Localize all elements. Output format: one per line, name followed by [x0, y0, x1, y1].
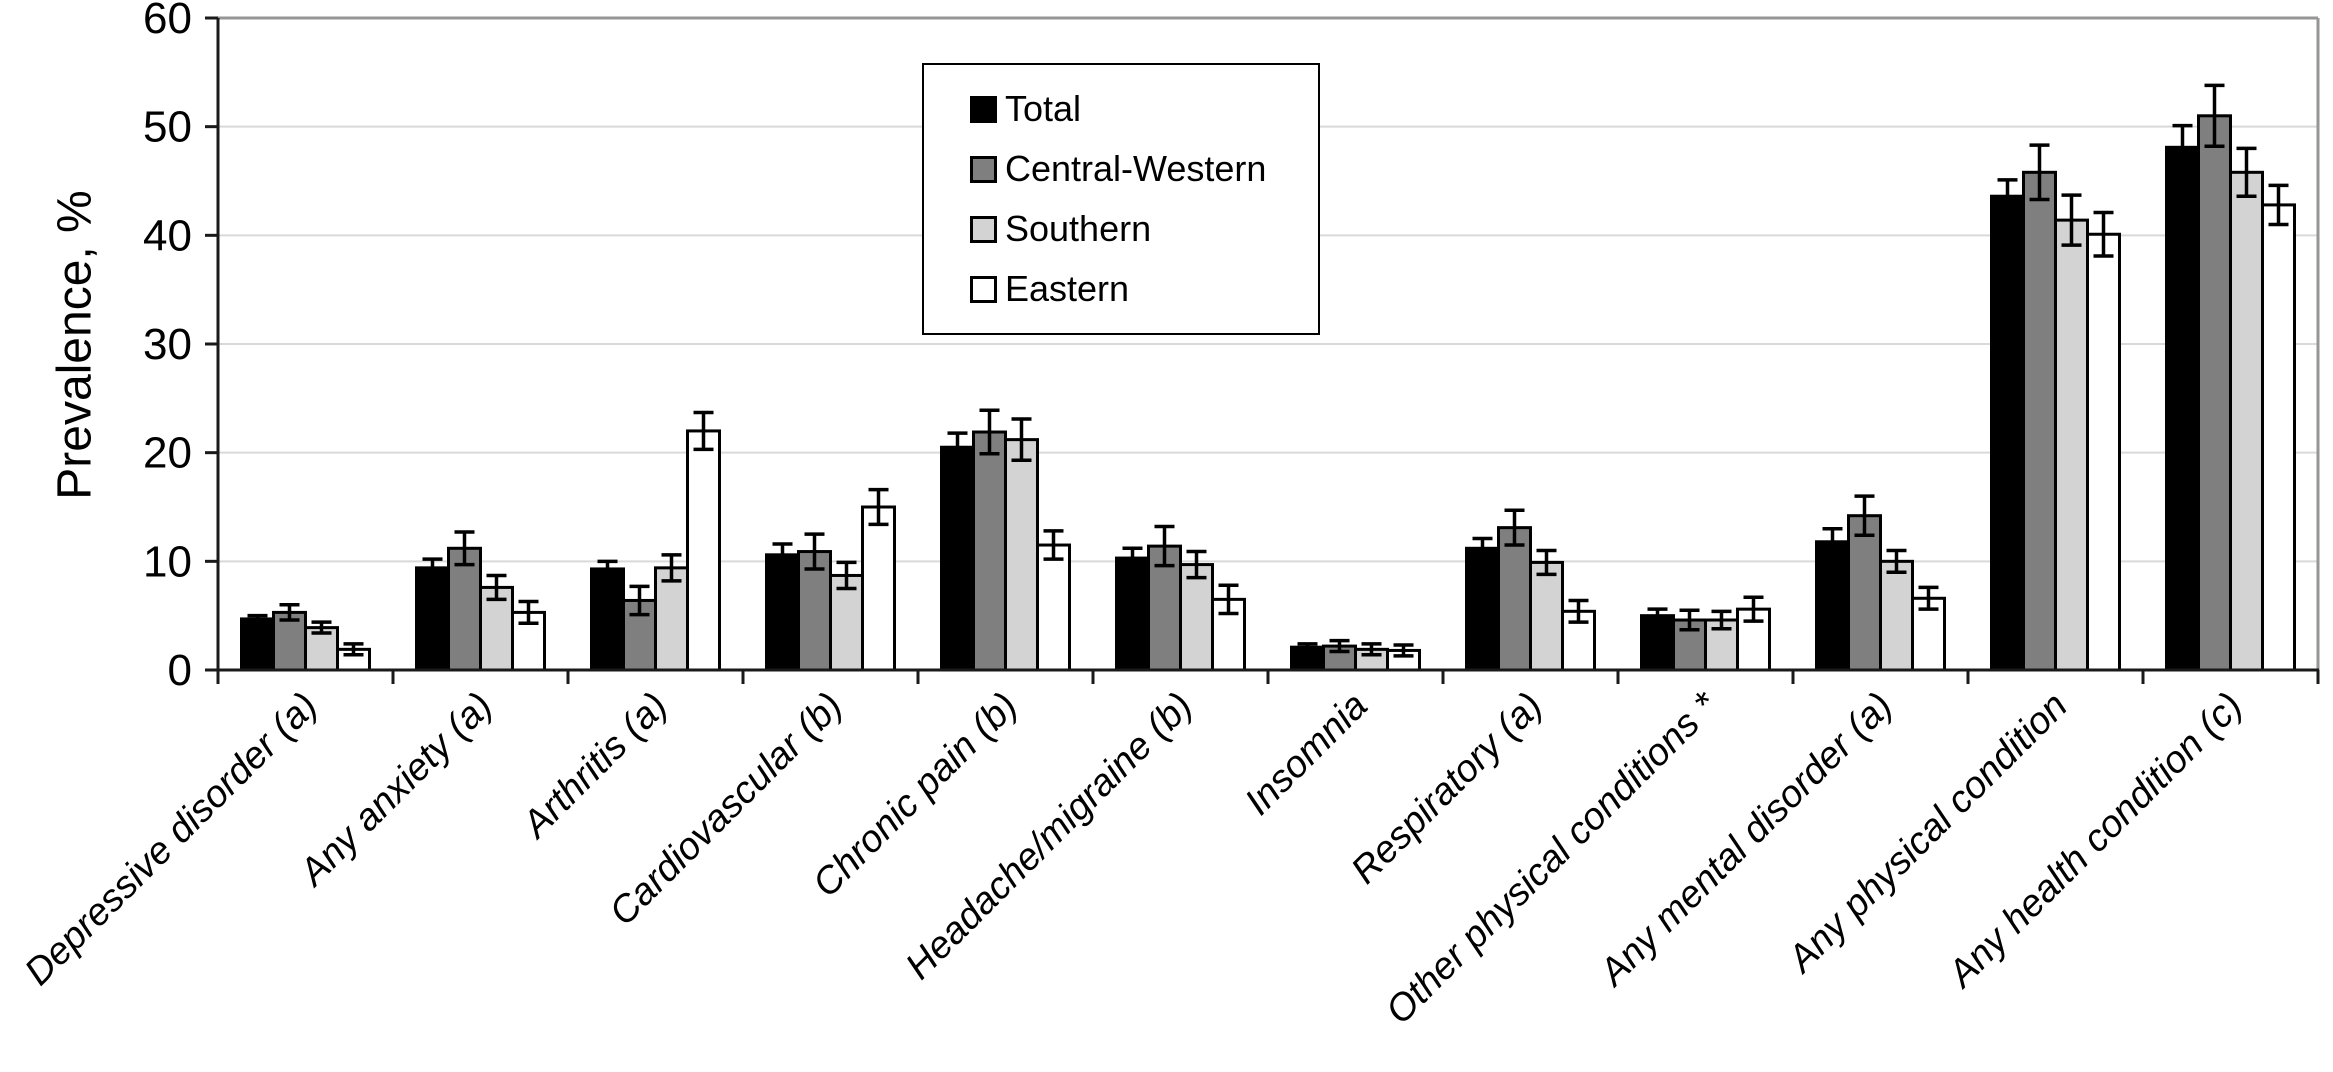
bar-eastern	[861, 505, 896, 672]
bar-total	[415, 566, 450, 672]
bar-total	[590, 567, 625, 672]
y-tick-label: 50	[143, 103, 192, 152]
bar-southern	[1179, 563, 1214, 672]
y-axis-title: Prevalence, %	[48, 190, 102, 500]
legend-item-southern: Southern	[970, 208, 1308, 250]
bar-southern	[2229, 170, 2264, 672]
legend-item-eastern: Eastern	[970, 268, 1308, 310]
bar-total	[1465, 546, 1500, 672]
bar-southern	[1879, 559, 1914, 672]
bar-central-western	[447, 546, 482, 672]
bar-total	[240, 617, 275, 672]
category-label: Arthritis (a)	[513, 685, 675, 847]
legend-swatch-southern	[970, 215, 997, 243]
category-label: Any mental disorder (a)	[1590, 685, 1900, 995]
bar-total	[1815, 540, 1850, 672]
bar-eastern	[2261, 203, 2296, 672]
bar-total	[1115, 556, 1150, 672]
bar-total	[2165, 145, 2200, 672]
legend-swatch-central-western	[970, 155, 997, 183]
legend-swatch-eastern	[970, 275, 997, 303]
bar-central-western	[1497, 526, 1532, 672]
bar-eastern	[1036, 543, 1071, 672]
y-tick-label: 30	[143, 320, 192, 369]
bar-total	[940, 445, 975, 672]
legend-label: Central-Western	[1005, 148, 1267, 189]
legend-item-total: Total	[970, 88, 1308, 130]
bar-southern	[654, 566, 689, 672]
bar-southern	[1529, 560, 1564, 672]
bar-central-western	[972, 430, 1007, 672]
category-label: Insomnia	[1237, 685, 1376, 824]
bar-eastern	[686, 429, 721, 672]
bar-central-western	[1847, 514, 1882, 672]
bar-southern	[479, 585, 514, 672]
bar-total	[765, 553, 800, 672]
legend-label: Eastern	[1005, 268, 1130, 309]
legend-label: Southern	[1005, 208, 1152, 249]
category-label: Any health condition (c)	[1939, 685, 2251, 997]
y-tick-label: 60	[143, 0, 192, 43]
y-tick-label: 0	[168, 646, 192, 695]
legend-label: Total	[1005, 88, 1082, 129]
y-tick-label: 10	[143, 537, 192, 586]
legend-item-central-western: Central-Western	[970, 148, 1308, 190]
y-tick-label: 40	[143, 211, 192, 260]
bar-central-western	[2022, 170, 2057, 672]
bar-eastern	[2086, 232, 2121, 672]
bar-southern	[1004, 438, 1039, 672]
category-label: Headache/migraine (b)	[898, 685, 1201, 988]
category-label: Any physical condition	[1779, 685, 2076, 982]
legend: Total Central-Western Southern Eastern	[922, 63, 1320, 335]
legend-swatch-total	[970, 95, 997, 123]
category-label: Depressive disorder (a)	[17, 685, 326, 994]
category-label: Other physical conditions *	[1378, 684, 1727, 1033]
bar-southern	[2054, 218, 2089, 672]
bar-central-western	[2197, 114, 2232, 672]
bar-total	[1990, 194, 2025, 672]
y-tick-label: 20	[143, 429, 192, 478]
